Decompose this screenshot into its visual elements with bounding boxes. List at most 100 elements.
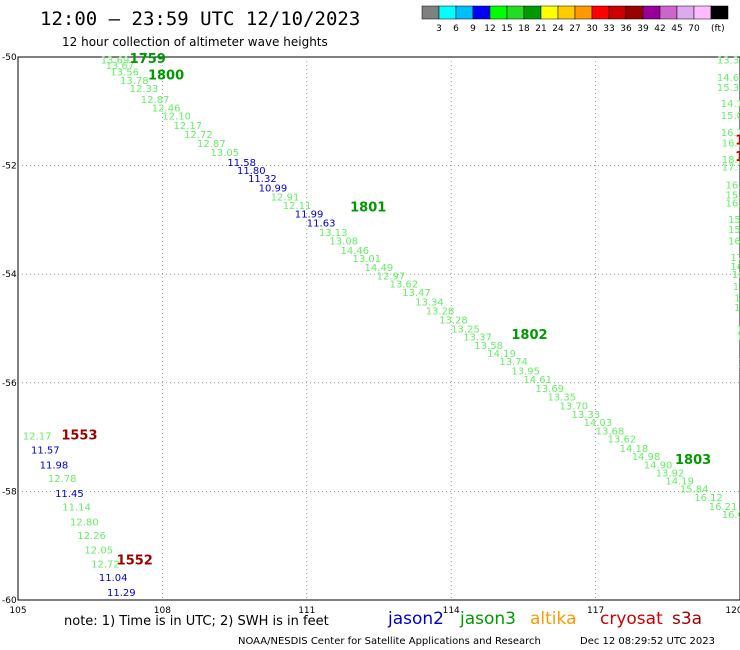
swh-value: 16.16: [721, 128, 740, 139]
swh-value: 16.12: [694, 493, 723, 504]
swh-value: 13.70: [560, 402, 589, 413]
time-label: 14: [735, 134, 740, 149]
swh-value: 12.97: [377, 271, 406, 282]
swh-value: 12.80: [70, 517, 99, 528]
y-tick-label: -54: [2, 270, 17, 280]
swh-value: 11.63: [307, 219, 336, 230]
color-swatch: [625, 5, 644, 20]
x-tick-label: 108: [154, 606, 171, 616]
swh-value: 17.17: [722, 163, 740, 174]
color-swatch: [489, 5, 508, 20]
swh-value: 15.35: [717, 83, 740, 94]
color-scale-bar: 3 6 9 12 15 18 21 24 27 30 33 36 39 42 45 70 (ft): [421, 5, 729, 34]
swh-value: 13.28: [439, 315, 468, 326]
color-scale-label: 33: [603, 24, 614, 34]
x-tick-label: 114: [443, 606, 460, 616]
swh-value: 11.14: [62, 503, 91, 514]
color-swatch: [540, 5, 559, 20]
color-swatch: [676, 5, 695, 20]
x-tick-label: 120: [725, 606, 740, 616]
color-scale-label: 15: [501, 24, 512, 34]
color-scale-label: 30: [586, 24, 598, 34]
swh-value: 15.27: [728, 225, 740, 236]
swh-value: 13.25: [451, 325, 480, 336]
time-label: 1759: [130, 52, 166, 67]
swh-value: 14.46: [340, 246, 369, 257]
time-label: 1553: [61, 428, 97, 443]
swh-value: 11.80: [237, 166, 266, 177]
swh-value: 13.62: [390, 279, 419, 290]
swh-value: 17.38: [730, 253, 740, 264]
color-swatch: [421, 5, 440, 20]
swh-value: 13.69: [101, 56, 130, 67]
swh-value: 15.64: [726, 190, 740, 201]
swh-value: 16.12: [728, 237, 740, 248]
swh-value: 17: [739, 365, 740, 376]
swh-value: 15.59: [728, 215, 740, 226]
plot-area: 105 108 111 114 117 120 -50 -52 -54 -56 -58 -60 13.…: [2, 52, 740, 616]
color-scale-label: 39: [637, 24, 649, 34]
color-swatch: [523, 5, 542, 20]
swh-value: 12.17: [173, 121, 202, 132]
swh-value: 13.69: [535, 384, 564, 395]
swh-value: 16.62: [732, 270, 740, 281]
swh-value: 12.87: [141, 95, 170, 106]
swh-value: 11.45: [55, 489, 84, 500]
swh-value: 18.03: [722, 155, 740, 166]
color-swatch: [693, 5, 712, 20]
swh-value: 14.03: [584, 418, 613, 429]
swh-value: 10.99: [259, 183, 288, 194]
swh-value: 12.33: [130, 84, 159, 95]
note-text: note: 1) Time is in UTC; 2) SWH is in fe…: [64, 614, 329, 629]
swh-value: 14.19: [487, 349, 516, 360]
color-scale-label: 3: [436, 24, 442, 34]
x-tick-label: 111: [298, 606, 315, 616]
swh-value: 12.26: [77, 531, 106, 542]
color-scale-label: 24: [552, 24, 564, 34]
color-swatch: [438, 5, 457, 20]
swh-value: 12.46: [152, 103, 181, 114]
swh-value: 14.68: [717, 73, 740, 84]
legend-cryosat: cryosat: [600, 609, 663, 629]
color-scale-label: 9: [470, 24, 476, 34]
swh-value: 12.05: [84, 546, 113, 557]
color-scale-label: 42: [654, 24, 665, 34]
swh-value: 14.49: [365, 263, 394, 274]
swh-value: 13.35: [547, 392, 576, 403]
swh-value: 16.0: [722, 510, 740, 521]
color-swatch: [608, 5, 627, 20]
color-scale-label: 18: [518, 24, 530, 34]
swh-value: 13.78: [120, 76, 149, 87]
swh-value: 17.05: [734, 294, 740, 305]
swh-value: 13.34: [415, 297, 444, 308]
y-tick-label: -52: [2, 162, 17, 172]
color-scale-label: 21: [535, 24, 546, 34]
swh-value: 18.7: [737, 333, 740, 344]
legend-altika: altika: [530, 609, 577, 629]
swh-value: 13.62: [608, 435, 637, 446]
swh-value: 12.72: [91, 560, 120, 571]
x-tick-label: 105: [9, 606, 26, 616]
time-label: 1552: [117, 553, 153, 568]
color-swatch: [455, 5, 474, 20]
swh-value: 14.18: [620, 444, 649, 455]
color-scale-label: 45: [671, 24, 682, 34]
y-tick-label: -56: [2, 379, 17, 389]
swh-value: 14.16: [721, 99, 740, 110]
color-scale-label: 36: [620, 24, 632, 34]
grid-lines: [18, 57, 740, 600]
satellite-legend: jason2 jason3 altika cryosat s3a: [387, 609, 702, 629]
color-scale-unit: (ft): [711, 24, 725, 34]
swh-value: 11.57: [31, 446, 60, 457]
swh-value: 13.67: [106, 61, 135, 72]
swh-value: 15.84: [680, 485, 709, 496]
swh-value: 13.13: [319, 228, 348, 239]
swh-values: 13.6913.6713.5613.7812.3312.8712.4612.10…: [23, 56, 740, 599]
swh-value: 12.72: [184, 130, 213, 141]
color-swatch: [642, 5, 661, 20]
swh-value: 13.01: [353, 254, 382, 265]
color-swatch: [557, 5, 576, 20]
color-swatch: [506, 5, 525, 20]
